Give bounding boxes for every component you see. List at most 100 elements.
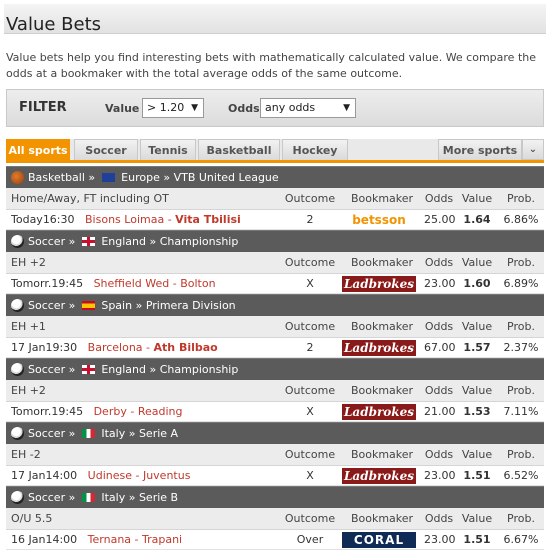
- col-odds: Odds: [424, 256, 454, 269]
- tab-soccer[interactable]: Soccer: [74, 139, 138, 160]
- more-sports-dropdown[interactable]: ⌄: [522, 139, 544, 160]
- bookmaker-logo-coral[interactable]: CORAL: [342, 532, 416, 548]
- bet-row[interactable]: 17 Jan19:30 Barcelona - Ath Bilbao 2 Lad…: [6, 338, 544, 358]
- bet-outcome: 2: [306, 341, 314, 354]
- page-header: Value Bets: [4, 4, 546, 35]
- bet-value: 1.60: [463, 277, 491, 290]
- col-odds: Odds: [424, 384, 454, 397]
- tab-all-sports[interactable]: All sports: [6, 139, 70, 160]
- group-region: Italy: [101, 427, 126, 440]
- market-label: Home/Away, FT including OT: [11, 192, 169, 205]
- market-header: Home/Away, FT including OT Outcome Bookm…: [6, 188, 544, 210]
- home-team: Derby: [93, 405, 127, 418]
- col-value: Value: [461, 512, 493, 525]
- bet-row[interactable]: 16 Jan14:00 Ternana - Trapani Over CORAL…: [6, 530, 544, 550]
- home-team: Udinese: [87, 469, 132, 482]
- col-bookmaker: Bookmaker: [350, 192, 414, 205]
- bet-row[interactable]: 17 Jan14:00 Udinese - Juventus X Ladbrok…: [6, 466, 544, 486]
- bet-row[interactable]: Tomorr.19:45 Derby - Reading X Ladbrokes…: [6, 402, 544, 422]
- group-sport: Basketball: [28, 171, 85, 184]
- value-filter-label: Value: [105, 102, 140, 115]
- group-region: Spain: [101, 299, 133, 312]
- col-bookmaker: Bookmaker: [350, 256, 414, 269]
- match-info: Today16:30 Bisons Loimaa - Vita Tbilisi: [11, 210, 241, 230]
- tab-hockey[interactable]: Hockey: [282, 139, 348, 160]
- bet-odds: 21.00: [424, 405, 456, 418]
- col-outcome: Outcome: [284, 448, 336, 461]
- page-description: Value bets help you find interesting bet…: [6, 51, 536, 80]
- col-bookmaker: Bookmaker: [350, 320, 414, 333]
- bet-group: Soccer » Italy » Serie B O/U 5.5 Outcome…: [6, 486, 544, 550]
- group-header[interactable]: Soccer » Italy » Serie A: [6, 422, 544, 444]
- bookmaker-logo-ladbrokes[interactable]: Ladbrokes: [342, 468, 416, 484]
- bet-odds: 23.00: [424, 533, 456, 546]
- col-value: Value: [461, 384, 493, 397]
- match-time: Today16:30: [11, 213, 75, 226]
- match-info: 17 Jan19:30 Barcelona - Ath Bilbao: [11, 338, 218, 358]
- bookmaker-logo-ladbrokes[interactable]: Ladbrokes: [342, 340, 416, 356]
- group-header[interactable]: Soccer » England » Championship: [6, 230, 544, 252]
- europe-flag-icon: [101, 173, 115, 182]
- home-team: Ternana: [87, 533, 132, 546]
- spain-flag-icon: [81, 301, 95, 310]
- chevron-down-icon: ▼: [343, 103, 350, 113]
- col-prob: Prob.: [507, 320, 535, 333]
- match-link[interactable]: Bisons Loimaa - Vita Tbilisi: [85, 213, 241, 226]
- match-link[interactable]: Barcelona - Ath Bilbao: [87, 341, 218, 354]
- bookmaker-logo-ladbrokes[interactable]: Ladbrokes: [342, 404, 416, 420]
- group-sport: Soccer: [28, 363, 66, 376]
- col-bookmaker: Bookmaker: [350, 512, 414, 525]
- group-league: Championship: [159, 363, 239, 376]
- match-link[interactable]: Derby - Reading: [93, 405, 183, 418]
- group-header[interactable]: Soccer » Spain » Primera Division: [6, 294, 544, 316]
- bet-probability: 7.11%: [503, 405, 539, 418]
- bet-value: 1.51: [463, 533, 491, 546]
- bet-odds: 67.00: [424, 341, 456, 354]
- market-header: EH +2 Outcome Bookmaker Odds Value Prob.: [6, 380, 544, 402]
- match-link[interactable]: Udinese - Juventus: [87, 469, 191, 482]
- col-odds: Odds: [424, 192, 454, 205]
- group-league: Primera Division: [145, 299, 236, 312]
- market-label: EH +2: [11, 384, 46, 397]
- market-label: O/U 5.5: [11, 512, 53, 525]
- bet-row[interactable]: Tomorr.19:45 Sheffield Wed - Bolton X La…: [6, 274, 544, 294]
- group-header[interactable]: Basketball » Europe » VTB United League: [6, 166, 544, 188]
- group-region: England: [101, 235, 146, 248]
- bet-probability: 6.52%: [503, 469, 539, 482]
- match-link[interactable]: Ternana - Trapani: [87, 533, 183, 546]
- bookmaker-logo-betsson[interactable]: betsson: [352, 213, 406, 227]
- bet-row[interactable]: Today16:30 Bisons Loimaa - Vita Tbilisi …: [6, 210, 544, 230]
- bookmaker-logo-ladbrokes[interactable]: Ladbrokes: [342, 276, 416, 292]
- tab-tennis[interactable]: Tennis: [140, 139, 196, 160]
- market-label: EH +2: [11, 256, 46, 269]
- bet-outcome: Over: [296, 533, 324, 546]
- match-info: Tomorr.19:45 Derby - Reading: [11, 402, 182, 422]
- group-header[interactable]: Soccer » England » Championship: [6, 358, 544, 380]
- soccer-icon: [11, 235, 24, 248]
- col-outcome: Outcome: [284, 192, 336, 205]
- soccer-icon: [11, 491, 24, 504]
- bet-probability: 6.67%: [503, 533, 539, 546]
- market-label: EH +1: [11, 320, 46, 333]
- bet-odds: 25.00: [424, 213, 456, 226]
- group-header[interactable]: Soccer » Italy » Serie B: [6, 486, 544, 508]
- soccer-icon: [11, 299, 24, 312]
- group-league: Championship: [159, 235, 239, 248]
- match-time: 17 Jan19:30: [11, 341, 78, 354]
- col-outcome: Outcome: [284, 512, 336, 525]
- bet-group: Soccer » Italy » Serie A EH -2 Outcome B…: [6, 422, 544, 486]
- match-link[interactable]: Sheffield Wed - Bolton: [93, 277, 216, 290]
- odds-select[interactable]: any odds ▼: [260, 98, 356, 118]
- col-outcome: Outcome: [284, 384, 336, 397]
- italy-flag-icon: [81, 429, 95, 438]
- value-select[interactable]: > 1.20 ▼: [142, 98, 204, 118]
- value-bets-list: Basketball » Europe » VTB United League …: [6, 166, 544, 550]
- col-odds: Odds: [424, 512, 454, 525]
- tab-basketball[interactable]: Basketball: [198, 139, 280, 160]
- group-league: Serie A: [138, 427, 179, 440]
- tab-more-sports[interactable]: More sports: [438, 139, 522, 160]
- england-flag-icon: [81, 365, 95, 374]
- filter-label: FILTER: [19, 100, 67, 115]
- bet-probability: 2.37%: [503, 341, 539, 354]
- england-flag-icon: [81, 237, 95, 246]
